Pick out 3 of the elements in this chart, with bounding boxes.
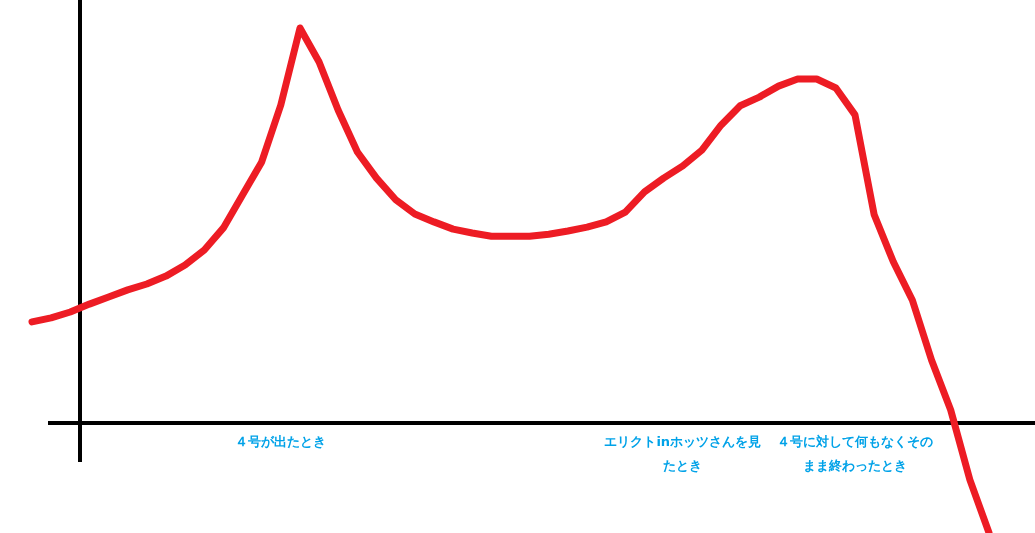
x-tick-label: ４号に対して何もなくそのまま終わったとき xyxy=(777,434,933,473)
x-tick-label: ４号が出たとき xyxy=(235,434,327,449)
x-tick-label: エリクトinホッツさんを見たとき xyxy=(604,434,762,473)
